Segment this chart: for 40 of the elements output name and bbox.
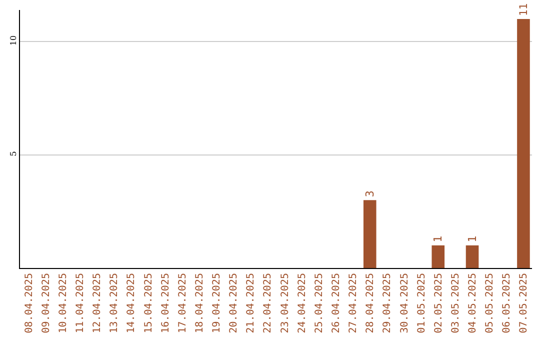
x-tick-label: 14.04.2025: [126, 273, 138, 334]
x-tick-label: 01.05.2025: [416, 273, 428, 334]
x-tick-label: 24.04.2025: [296, 273, 308, 334]
data-label: 1: [466, 236, 479, 242]
x-tick-label: 02.05.2025: [433, 273, 444, 334]
x-tick-label: 29.04.2025: [382, 273, 394, 334]
x-tick-label: 27.04.2025: [348, 273, 360, 334]
x-tick-label: 05.05.2025: [484, 273, 496, 334]
x-tick-label: 26.04.2025: [330, 273, 342, 334]
data-label: 3: [363, 190, 376, 198]
x-tick-label: 30.04.2025: [399, 273, 410, 334]
x-tick-label: 28.04.2025: [365, 273, 376, 334]
x-tick-label: 17.04.2025: [177, 273, 188, 334]
x-tick-label: 19.04.2025: [212, 273, 223, 334]
x-tick-label: 13.04.2025: [109, 273, 120, 334]
x-tick-label: 09.04.2025: [40, 273, 52, 334]
x-tick-label: 11.04.2025: [74, 273, 86, 334]
x-tick-label: 21.04.2025: [246, 273, 257, 334]
y-tick-label: 5: [8, 151, 18, 156]
y-tick-label: 10: [8, 35, 18, 46]
x-tick-label: 18.04.2025: [194, 273, 206, 334]
x-tick-label: 12.04.2025: [92, 273, 104, 334]
data-label: 1: [432, 236, 445, 242]
x-tick-label: 03.05.2025: [450, 273, 462, 334]
x-tick-label: 08.04.2025: [24, 273, 35, 334]
x-tick-label: 10.04.2025: [58, 273, 69, 334]
bar: [432, 245, 445, 268]
bar: [466, 245, 479, 268]
x-tick-label: 16.04.2025: [160, 273, 172, 334]
x-tick-label: 07.05.2025: [518, 273, 530, 334]
x-tick-label: 06.05.2025: [502, 273, 513, 334]
bar: [517, 19, 530, 268]
bar: [363, 200, 376, 268]
x-tick-label: 15.04.2025: [143, 273, 154, 334]
data-label: 11: [516, 3, 530, 16]
x-tick-label: 22.04.2025: [262, 273, 274, 334]
x-tick-label: 20.04.2025: [228, 273, 240, 334]
x-tick-label: 23.04.2025: [280, 273, 291, 334]
x-tick-label: 25.04.2025: [314, 273, 325, 334]
x-tick-label: 04.05.2025: [468, 273, 479, 334]
